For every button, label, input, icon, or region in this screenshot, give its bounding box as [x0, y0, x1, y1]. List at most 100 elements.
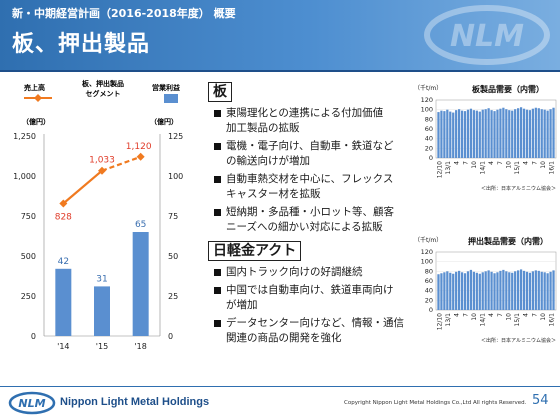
profit-value-label: 42 — [58, 257, 69, 267]
mini-demand-bar — [552, 270, 555, 310]
mini-x-tick: 10 — [540, 313, 547, 321]
profit-value-label: 31 — [96, 274, 107, 284]
mini-demand-bar — [496, 109, 499, 158]
profit-bar — [132, 232, 149, 336]
category-label: '14 — [57, 342, 69, 351]
mini-demand-bar — [511, 272, 514, 310]
mini-y-tick: 80 — [425, 115, 433, 123]
legend-sales-marker — [34, 94, 42, 102]
bullet-text: 中国では自動車向け、鉄道車両向け — [226, 284, 394, 296]
mini-x-tick: 7 — [462, 313, 469, 317]
profit-bar — [94, 286, 110, 336]
bullet-item: 電機・電子向け、自動車・鉄道など の輸送向けが増加 — [214, 139, 410, 169]
mini-demand-bar — [528, 110, 532, 158]
header-divider — [0, 70, 560, 72]
left-tick-label: 1,250 — [13, 132, 36, 141]
right-tick-label: 100 — [168, 172, 183, 181]
mini-x-tick: 16/1 — [549, 161, 556, 175]
mini-demand-bar — [449, 111, 452, 158]
mini-demand-bar — [546, 110, 549, 158]
mini-demand-bar — [552, 107, 555, 158]
slide-header: NLM 新・中期経営計画（2016-2018年度） 概要 板、押出製品 — [0, 0, 560, 70]
legend-segment-line2: セグメント — [86, 89, 121, 98]
mini-demand-bar — [525, 109, 529, 158]
mini-x-tick: 14/1 — [480, 161, 487, 175]
mini-demand-bar — [517, 270, 520, 310]
mini-x-tick: 10 — [540, 161, 547, 169]
sales-value-label: 1,120 — [126, 142, 152, 152]
mini-demand-bar — [452, 273, 455, 310]
bullet-text: の輸送向けが増加 — [226, 155, 310, 167]
mini-demand-bar — [440, 110, 443, 158]
mini-demand-bar — [508, 110, 511, 158]
mini-demand-bar — [493, 273, 496, 310]
watermark-logo-icon: NLM — [424, 5, 550, 65]
section-heading-plate: 板 — [208, 82, 232, 102]
mini-unit-label: （千t/m） — [414, 236, 442, 244]
mini-x-tick: 15/1 — [514, 313, 521, 327]
page-number: 54 — [532, 393, 549, 408]
mini-demand-bar — [502, 269, 505, 310]
mini-demand-bar — [463, 111, 467, 158]
mini-demand-bar — [505, 109, 508, 158]
mini-demand-bar — [514, 109, 517, 158]
mini-demand-bar — [505, 271, 508, 310]
mini-demand-bar — [522, 270, 526, 310]
right-tick-label: 75 — [168, 212, 178, 221]
mini-x-tick: 13/1 — [445, 161, 452, 175]
mini-y-tick: 60 — [425, 277, 433, 285]
sales-point — [136, 152, 145, 161]
mini-demand-bar — [469, 269, 473, 310]
mini-demand-bar — [458, 109, 461, 158]
mini-demand-bar — [443, 272, 446, 310]
nlm-logo-icon: NLM — [8, 391, 56, 415]
mini-demand-bar — [543, 109, 546, 158]
mini-y-tick: 0 — [429, 306, 433, 314]
right-tick-label: 25 — [168, 292, 178, 301]
legend-segment-line1: 板、押出製品 — [82, 79, 124, 88]
mini-demand-bar — [469, 108, 473, 158]
mini-demand-bar — [543, 272, 546, 310]
svg-text:NLM: NLM — [18, 397, 45, 410]
mini-demand-bar — [475, 110, 478, 158]
mini-demand-bar — [519, 107, 523, 158]
bullet-square-icon — [214, 320, 221, 327]
sales-value-label: 1,033 — [89, 156, 115, 166]
mini-x-tick: 4 — [488, 313, 495, 317]
bullet-square-icon — [214, 287, 221, 294]
mini-y-tick: 120 — [421, 96, 433, 104]
sales-point — [98, 166, 106, 175]
mini-x-tick: 7 — [462, 161, 469, 165]
bullet-item: 国内トラック向けの好調継続 — [214, 265, 410, 280]
sales-line-segment — [62, 169, 103, 205]
mini-demand-bar — [484, 109, 487, 158]
mini-demand-bar — [525, 271, 529, 310]
bullet-text: が増加 — [226, 299, 258, 311]
profit-bar — [55, 268, 72, 336]
mini-demand-bar — [487, 270, 490, 310]
mini-x-tick: 13/1 — [445, 313, 452, 327]
mini-y-tick: 120 — [421, 248, 433, 256]
bullet-text: データセンター向けなど、情報・通信 — [226, 317, 404, 329]
mini-x-tick: 14/1 — [480, 313, 487, 327]
mini-y-tick: 80 — [425, 267, 433, 275]
category-label: '18 — [134, 342, 146, 351]
mini-demand-bar — [522, 108, 526, 158]
legend-sales-label: 売上高 — [24, 83, 45, 92]
mini-demand-bar — [490, 271, 493, 310]
mini-x-tick: 4 — [454, 161, 461, 165]
mini-demand-bar — [499, 270, 502, 310]
mini-demand-bar — [460, 272, 464, 310]
mini-x-tick: 10 — [505, 161, 512, 169]
mini-demand-bar — [508, 272, 511, 310]
mini-demand-bar — [537, 108, 540, 158]
left-tick-label: 1,000 — [13, 172, 36, 181]
mini-demand-bar — [514, 271, 517, 310]
profit-value-label: 65 — [135, 220, 146, 230]
mini-x-tick: 10 — [505, 313, 512, 321]
mini-demand-bar — [455, 110, 458, 158]
mini-demand-bar — [437, 274, 440, 310]
left-axis-unit: （億円） — [22, 117, 50, 126]
